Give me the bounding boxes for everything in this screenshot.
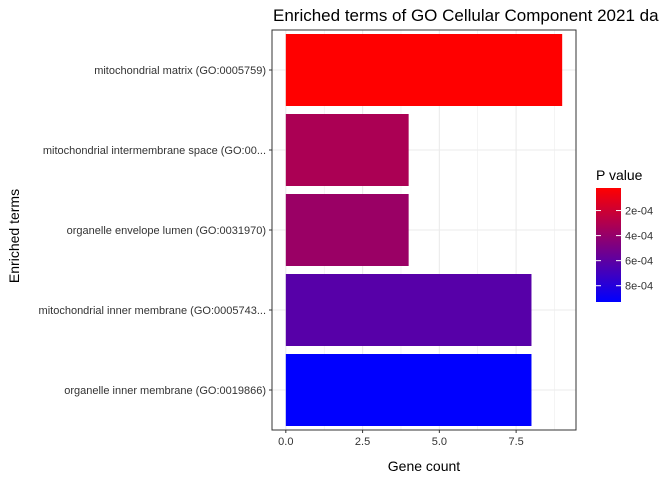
y-tick-label: mitochondrial matrix (GO:0005759) <box>94 65 266 77</box>
y-tick-label: organelle inner membrane (GO:0019866) <box>64 385 266 397</box>
bar <box>285 114 409 186</box>
y-tick-labels: mitochondrial matrix (GO:0005759) mitocho… <box>39 65 272 397</box>
y-tick-label: organelle envelope lumen (GO:0031970) <box>67 225 266 237</box>
legend-colorbar <box>596 188 621 302</box>
x-tick-label: 5.0 <box>432 436 447 448</box>
bars <box>285 34 563 426</box>
legend-tick-label: 8e-04 <box>625 281 653 293</box>
y-tick-label: mitochondrial inner membrane (GO:0005743… <box>39 305 266 317</box>
x-tick-labels: 0.0 2.5 5.0 7.5 <box>278 430 524 448</box>
legend-ticks: 2e-04 4e-04 6e-04 8e-04 <box>596 206 653 293</box>
x-tick-label: 2.5 <box>355 436 370 448</box>
x-axis-title: Gene count <box>388 458 460 474</box>
bar <box>285 274 532 346</box>
bar <box>285 34 563 106</box>
legend-tick-label: 6e-04 <box>625 256 653 268</box>
legend-title: P value <box>596 167 643 183</box>
legend: P value 2e-04 4e-04 6e-04 8e-04 <box>596 167 653 302</box>
chart-title: Enriched terms of GO Cellular Component … <box>273 6 659 25</box>
y-axis-title: Enriched terms <box>6 189 22 283</box>
x-tick-label: 7.5 <box>508 436 523 448</box>
y-tick-label: mitochondrial intermembrane space (GO:00… <box>43 145 266 157</box>
bar <box>285 194 409 266</box>
x-tick-label: 0.0 <box>278 436 293 448</box>
legend-tick-label: 2e-04 <box>625 206 653 218</box>
bar <box>285 354 532 426</box>
legend-tick-label: 4e-04 <box>625 231 653 243</box>
